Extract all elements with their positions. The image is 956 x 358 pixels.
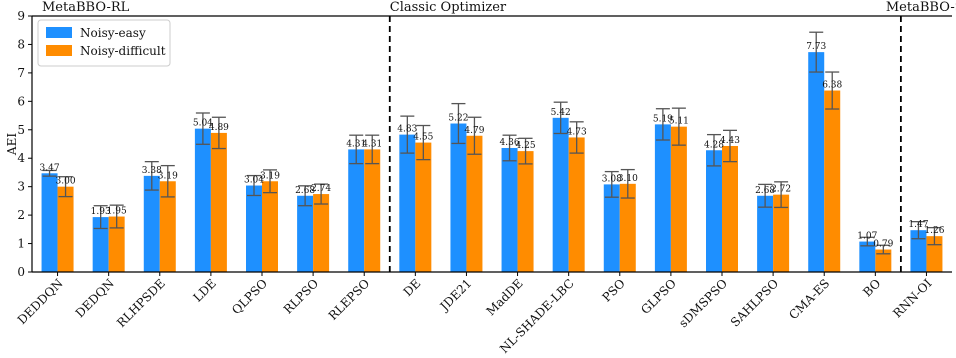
- group-labels: MetaBBO-RL Classic Optimizer MetaBBO-SL: [42, 0, 956, 15]
- value-label: 1.47: [908, 220, 928, 230]
- bar-noisy-easy-lde: [194, 128, 211, 272]
- value-label: 3.10: [618, 174, 638, 184]
- y-tick-label: 1: [17, 237, 25, 251]
- bars: [41, 52, 943, 273]
- bar-noisy-easy-cma-es: [808, 52, 825, 272]
- value-label: 3.04: [244, 176, 264, 186]
- bar-noisy-difficult-deddqn: [57, 186, 74, 272]
- y-tick-label: 6: [17, 94, 25, 108]
- bar-noisy-difficult-dedqn: [108, 216, 125, 272]
- bar-noisy-easy-jde21: [450, 123, 467, 273]
- bar-noisy-difficult-nl-shade-lbc: [568, 137, 585, 272]
- bar-noisy-easy-sdmspso: [706, 150, 722, 272]
- value-label: 3.08: [602, 174, 622, 184]
- y-axis-label: AEI: [5, 133, 19, 156]
- bar-noisy-easy-rnn-oi: [910, 230, 927, 272]
- value-label: 3.38: [142, 166, 162, 176]
- legend-entry: Noisy-easy: [80, 26, 146, 40]
- value-label: 2.68: [755, 186, 775, 196]
- value-label: 6.38: [822, 81, 842, 91]
- bar-noisy-difficult-sdmspso: [722, 145, 738, 272]
- value-label: 3.19: [158, 171, 178, 181]
- value-label: 4.43: [720, 136, 740, 146]
- y-tick-label: 2: [17, 208, 25, 222]
- value-label: 4.36: [500, 138, 520, 148]
- bar-noisy-difficult-glpso: [670, 126, 687, 272]
- value-label: 5.04: [193, 119, 213, 129]
- error-bars: [42, 31, 942, 255]
- value-label: 5.11: [669, 117, 689, 127]
- bar-noisy-easy-nl-shade-lbc: [552, 117, 569, 272]
- value-label: 4.28: [704, 140, 724, 150]
- group-label: Classic Optimizer: [390, 0, 507, 15]
- value-label: 5.19: [653, 114, 673, 124]
- bar-noisy-difficult-rlpso: [313, 194, 330, 272]
- value-label: 1.95: [107, 207, 127, 217]
- value-label: 4.25: [516, 141, 536, 151]
- group-label: MetaBBO-RL: [42, 0, 130, 15]
- bar-noisy-easy-dedqn: [92, 217, 109, 272]
- bar-noisy-difficult-cma-es: [824, 90, 841, 272]
- bar-noisy-easy-rlepso: [348, 149, 365, 272]
- legend: Noisy-easy Noisy-difficult: [37, 19, 171, 67]
- bar-noisy-difficult-jde21: [466, 135, 483, 272]
- value-label: 5.22: [448, 114, 468, 124]
- bar-noisy-difficult-rlepso: [364, 149, 381, 272]
- bar-noisy-difficult-pso: [619, 183, 636, 272]
- bar-noisy-easy-rlpso: [297, 195, 314, 272]
- value-label: 3.00: [56, 177, 76, 187]
- y-tick-label: 7: [17, 66, 25, 80]
- y-tick-label: 9: [17, 9, 25, 23]
- bar-noisy-difficult-rlhpsde: [159, 181, 176, 272]
- legend-swatch: [46, 45, 72, 56]
- value-label: 1.26: [924, 226, 944, 236]
- y-tick-label: 0: [17, 265, 25, 279]
- group-label: MetaBBO-SL: [886, 0, 956, 15]
- value-label: 7.73: [806, 42, 826, 52]
- group-dividers: [388, 16, 902, 272]
- bar-noisy-easy-pso: [603, 184, 620, 272]
- value-label: 0.79: [873, 240, 893, 250]
- bar-noisy-easy-sahlpso: [757, 195, 774, 272]
- value-label: 2.74: [311, 184, 331, 194]
- value-label: 2.68: [295, 186, 315, 196]
- value-label: 3.19: [260, 171, 280, 181]
- value-label: 4.83: [397, 125, 417, 135]
- value-label: 4.31: [362, 139, 382, 149]
- bar-noisy-easy-de: [399, 134, 416, 272]
- bar-noisy-difficult-lde: [210, 132, 227, 272]
- value-label: 4.73: [567, 127, 587, 137]
- bar-noisy-difficult-sahlpso: [773, 194, 790, 272]
- value-label: 4.89: [209, 123, 229, 133]
- bar-noisy-easy-rlhpsde: [143, 175, 160, 272]
- y-tick-label: 4: [17, 151, 25, 165]
- bar-noisy-difficult-bo: [875, 249, 892, 272]
- bar-noisy-difficult-madde: [517, 151, 534, 272]
- legend-entry: Noisy-difficult: [80, 44, 166, 58]
- y-tick-label: 3: [17, 180, 25, 194]
- y-tick-label: 5: [17, 123, 25, 137]
- bar-noisy-easy-deddqn: [41, 173, 58, 272]
- bar-noisy-easy-madde: [501, 147, 518, 272]
- bar-noisy-easy-qlpso: [246, 185, 262, 272]
- axes: [31, 15, 952, 273]
- bar-noisy-easy-bo: [859, 241, 876, 272]
- y-tick-label: 8: [17, 37, 25, 51]
- bar-noisy-difficult-de: [415, 142, 432, 272]
- value-labels: 3.47 1.93 3.38 5.04 3.04 2.68 4.31 4.83 5.22 4.36…: [40, 42, 945, 249]
- y-ticks: 0 1 2 3 4 5 6 7 8 9: [17, 9, 32, 279]
- value-label: 4.31: [346, 139, 366, 149]
- bar-noisy-difficult-qlpso: [262, 181, 278, 272]
- value-label: 5.42: [551, 108, 571, 118]
- value-label: 1.07: [857, 232, 877, 242]
- value-label: 4.55: [413, 133, 433, 143]
- value-label: 3.47: [40, 163, 60, 173]
- bar-noisy-easy-glpso: [654, 124, 671, 272]
- value-label: 2.72: [771, 185, 791, 195]
- value-label: 1.93: [91, 207, 111, 217]
- legend-swatch: [46, 27, 72, 38]
- value-label: 4.79: [464, 126, 484, 136]
